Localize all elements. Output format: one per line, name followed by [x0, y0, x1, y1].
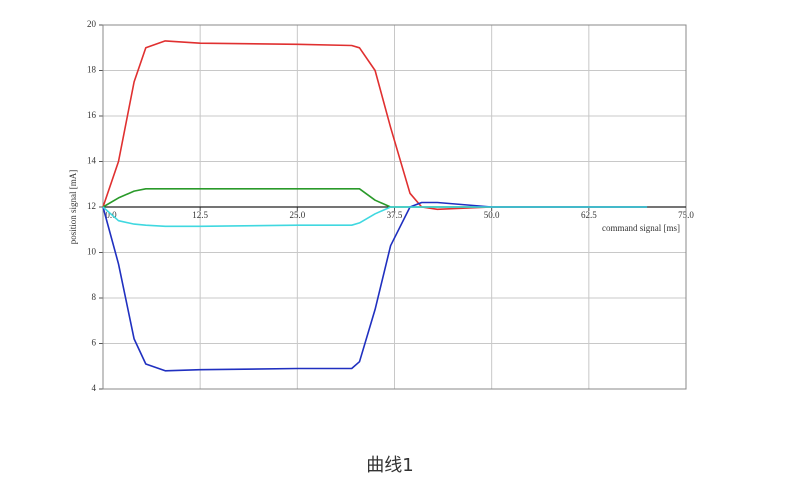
y-tick-label: 6 — [92, 338, 97, 348]
x-tick-label: 12.5 — [192, 210, 208, 220]
y-axis-label: position signal [mA] — [68, 170, 78, 245]
caption: 曲线1 — [366, 455, 413, 476]
x-axis-label: command signal [ms] — [602, 223, 680, 233]
x-tick-label: 37.5 — [387, 210, 403, 220]
x-tick-label: 25.0 — [289, 210, 305, 220]
series-line — [102, 40, 648, 211]
y-tick-label: 20 — [87, 19, 97, 29]
y-tick-label: 14 — [87, 156, 97, 166]
series-line — [102, 201, 648, 372]
y-tick-label: 8 — [92, 292, 97, 302]
y-tick-label: 10 — [87, 247, 97, 257]
y-tick-label: 12 — [87, 201, 96, 211]
x-tick-label: 62.5 — [581, 210, 597, 220]
series-line — [102, 188, 648, 208]
x-tick-label: 50.0 — [484, 210, 500, 220]
y-tick-label: 16 — [87, 110, 97, 120]
y-tick-label: 4 — [92, 383, 97, 393]
y-tick-label: 18 — [87, 65, 97, 75]
series-line — [102, 206, 648, 228]
